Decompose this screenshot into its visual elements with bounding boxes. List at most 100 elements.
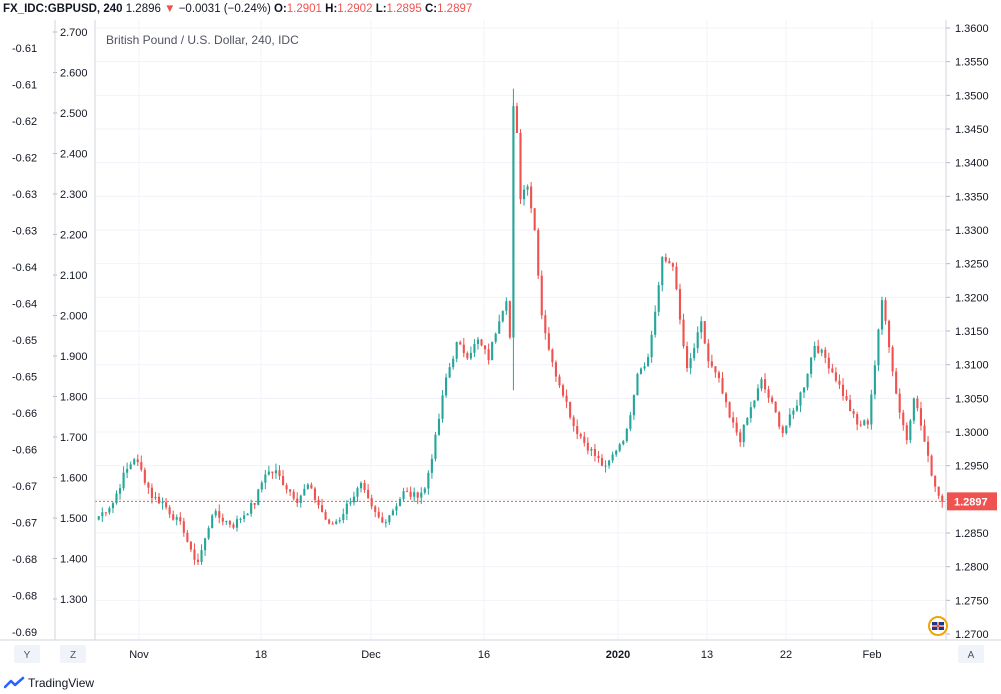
candle-body	[629, 415, 632, 429]
candle-body	[480, 339, 483, 346]
candle-body	[856, 414, 859, 425]
candle-body	[359, 482, 363, 489]
x-axis-label: 18	[255, 649, 267, 661]
a-button[interactable]: A	[958, 645, 984, 663]
candle-body	[391, 510, 394, 516]
last-price-label: 1.2897	[954, 496, 988, 508]
candle-body	[338, 520, 341, 522]
candle-body	[200, 550, 203, 562]
inner-axis-tick: 1.500	[60, 513, 88, 525]
candle-body	[150, 487, 153, 499]
inner-axis-tick: 1.700	[60, 432, 88, 444]
candle-body	[129, 464, 132, 469]
left-axis-tick: -0.65	[12, 372, 37, 384]
candle-body	[700, 321, 703, 333]
candle-body	[703, 321, 706, 344]
x-axis-label: 22	[780, 649, 792, 661]
symbol-name[interactable]: FX_IDC:GBPUSD, 240	[3, 3, 123, 15]
candle-body	[452, 358, 455, 368]
candle-body	[576, 426, 579, 435]
candle-body	[898, 393, 901, 413]
candle-body	[406, 491, 409, 493]
tradingview-logo-icon[interactable]	[4, 676, 26, 690]
inner-axis-tick: 2.400	[60, 149, 88, 161]
left-axis-tick: -0.64	[12, 299, 37, 311]
x-axis-label: Nov	[129, 649, 149, 661]
candle-body	[455, 342, 458, 359]
candle-body	[891, 347, 894, 372]
candle-body	[473, 343, 476, 353]
candle-body	[140, 462, 143, 470]
candle-body	[810, 357, 813, 374]
candle-body	[108, 508, 111, 513]
left-axis-tick: -0.61	[12, 80, 37, 92]
x-axis-label: 13	[701, 649, 713, 661]
candle-body	[788, 414, 791, 426]
right-axis-tick: 1.3150	[955, 326, 989, 338]
candle-body	[136, 459, 139, 463]
candle-body	[724, 393, 728, 403]
candle-body	[526, 186, 529, 190]
candle-body	[643, 366, 646, 369]
candle-body	[930, 455, 933, 476]
candle-body	[221, 517, 224, 522]
candle-body	[250, 503, 253, 514]
candle-body	[824, 349, 827, 358]
low-label: L:	[375, 3, 387, 15]
low-value: 1.2895	[386, 3, 422, 15]
candle-body	[905, 425, 908, 441]
right-axis-tick: 1.2950	[955, 461, 989, 473]
candle-body	[863, 420, 866, 425]
candle-body	[264, 474, 267, 483]
y-button-label: Y	[24, 650, 31, 661]
candle-body	[537, 230, 540, 276]
candle-body	[476, 339, 480, 344]
close-label: C:	[424, 3, 438, 15]
candle-body	[487, 349, 490, 361]
candle-body	[459, 342, 462, 345]
candle-body	[558, 376, 561, 386]
candle-body	[888, 320, 891, 348]
tradingview-brand[interactable]: TradingView	[28, 676, 95, 690]
candle-body	[728, 402, 731, 418]
candle-body	[763, 379, 767, 390]
candle-body	[257, 489, 260, 505]
candle-body	[104, 512, 107, 514]
candle-body	[735, 422, 738, 433]
candle-body	[654, 311, 657, 335]
candle-body	[841, 384, 845, 397]
inner-axis-tick: 2.500	[60, 108, 88, 120]
left-axis-tick: -0.68	[12, 591, 37, 603]
candle-body	[466, 353, 469, 359]
candle-body	[611, 454, 614, 461]
candle-body	[880, 300, 884, 330]
candle-body	[189, 541, 192, 550]
candle-body	[243, 515, 246, 519]
last-price-label-bg	[947, 492, 997, 511]
x-axis: Nov 18 Dec 16 2020 13 22 Feb	[129, 649, 881, 661]
candle-body	[597, 455, 600, 459]
down-arrow-icon: ▼	[164, 3, 176, 15]
left-axis-tick: -0.63	[12, 226, 37, 238]
right-axis-tick: 1.3050	[955, 393, 989, 405]
left-axis-tick: -0.69	[12, 627, 37, 639]
candle-body	[384, 522, 387, 524]
left-axis-tick: -0.68	[12, 554, 37, 566]
candle-body	[661, 257, 664, 286]
z-button[interactable]: Z	[60, 645, 86, 663]
candle-body	[445, 377, 448, 396]
candle-body	[902, 412, 905, 426]
x-axis-label: 2020	[606, 649, 630, 661]
currency-flag-icon[interactable]	[928, 616, 948, 636]
candle-body	[413, 492, 416, 497]
inner-axis-tick: 1.400	[60, 554, 88, 566]
candle-body	[774, 401, 777, 413]
y-button[interactable]: Y	[14, 645, 40, 663]
candle-body	[608, 460, 611, 466]
candle-body	[604, 465, 607, 467]
candle-body	[331, 523, 334, 525]
candle-body	[274, 470, 278, 474]
right-axis-tick: 1.3000	[955, 427, 989, 439]
candle-body	[845, 396, 848, 400]
x-axis-label: Dec	[361, 649, 381, 661]
